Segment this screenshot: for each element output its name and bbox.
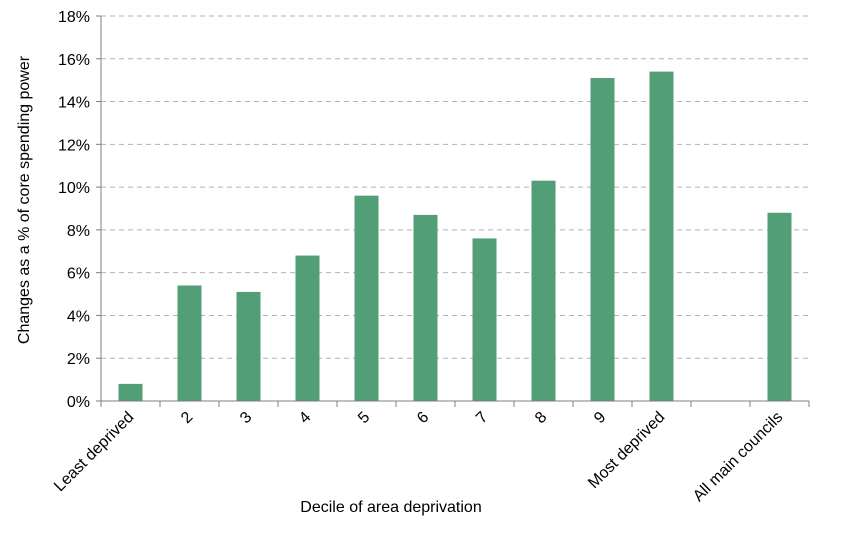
- y-tick-label: 2%: [67, 351, 90, 368]
- y-tick-label: 12%: [58, 137, 90, 154]
- y-tick-label: 0%: [67, 394, 90, 411]
- y-tick-label: 8%: [67, 223, 90, 240]
- axes: [96, 15, 810, 407]
- y-tick-labels: 0% 2% 4% 6% 8% 10% 12% 14% 16% 18%: [58, 9, 90, 411]
- bar: [472, 238, 497, 401]
- y-tick-label: 4%: [67, 308, 90, 325]
- y-tick-label: 18%: [58, 9, 90, 26]
- x-tick-label: 7: [473, 409, 491, 427]
- bar: [236, 291, 261, 401]
- x-tick-label: 9: [591, 409, 609, 427]
- y-tick-label: 14%: [58, 95, 90, 112]
- bar: [649, 71, 674, 401]
- y-tick-label: 16%: [58, 52, 90, 69]
- x-axis-title: Decile of area deprivation: [300, 499, 481, 516]
- x-tick-label: All main councils: [690, 409, 786, 505]
- x-tick-label: 2: [178, 409, 196, 427]
- x-tick-label: 8: [532, 409, 550, 427]
- bar: [118, 383, 143, 401]
- bar: [413, 214, 438, 401]
- x-tick-label: 3: [237, 409, 255, 427]
- bar: [354, 195, 379, 401]
- gridlines: [101, 15, 809, 359]
- bar: [590, 78, 615, 402]
- x-tick-label: 6: [414, 409, 432, 427]
- bar: [531, 180, 556, 401]
- bar: [767, 212, 792, 401]
- x-tick-label: 4: [296, 409, 314, 427]
- y-axis-title: Changes as a % of core spending power: [16, 55, 33, 344]
- bars: [118, 71, 792, 402]
- x-tick-label: Least deprived: [51, 409, 137, 495]
- bar: [177, 285, 202, 401]
- y-tick-label: 10%: [58, 180, 90, 197]
- x-tick-label: 5: [355, 409, 373, 427]
- y-tick-label: 6%: [67, 266, 90, 283]
- bar: [295, 255, 320, 401]
